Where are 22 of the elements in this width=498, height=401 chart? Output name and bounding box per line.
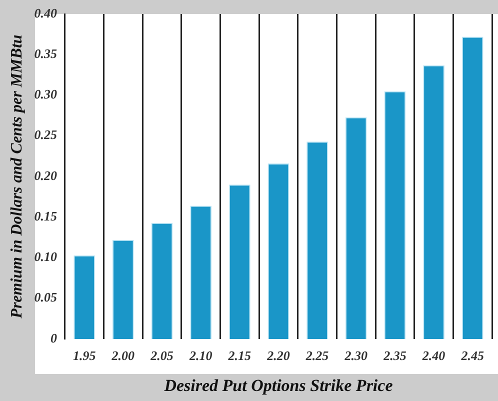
y-tick-label: 0.05 (34, 290, 58, 305)
y-tick-label: 0 (50, 330, 58, 346)
y-tick-label: 0.15 (34, 208, 58, 224)
y-tick-label: 0.10 (34, 249, 58, 264)
y-tick-label: 0.20 (34, 168, 58, 183)
x-tick-label: 2.05 (150, 348, 174, 364)
x-tick-label: 2.45 (460, 348, 484, 364)
y-tick-label: 0.30 (34, 86, 58, 102)
x-tick-label: 2.25 (304, 348, 330, 364)
y-tick-label: 0.40 (34, 5, 58, 20)
x-tick-label: 2.35 (382, 348, 407, 364)
x-tick-label: 2.40 (421, 348, 446, 364)
x-tick-label: 2.20 (266, 348, 290, 364)
x-tick-label: 2.15 (227, 348, 252, 364)
x-tick-label: 1.95 (72, 348, 96, 364)
y-tick-label: 0.35 (34, 46, 58, 61)
x-tick-label: 2.00 (110, 348, 136, 364)
y-axis-title: Premium in Dollars and Cents per MMBtu (8, 34, 26, 320)
x-tick-label: 2.30 (344, 348, 368, 364)
y-tick-label: 0.25 (34, 127, 58, 142)
x-axis-title: Desired Put Options Strike Price (163, 376, 394, 396)
x-tick-label: 2.10 (188, 348, 213, 364)
